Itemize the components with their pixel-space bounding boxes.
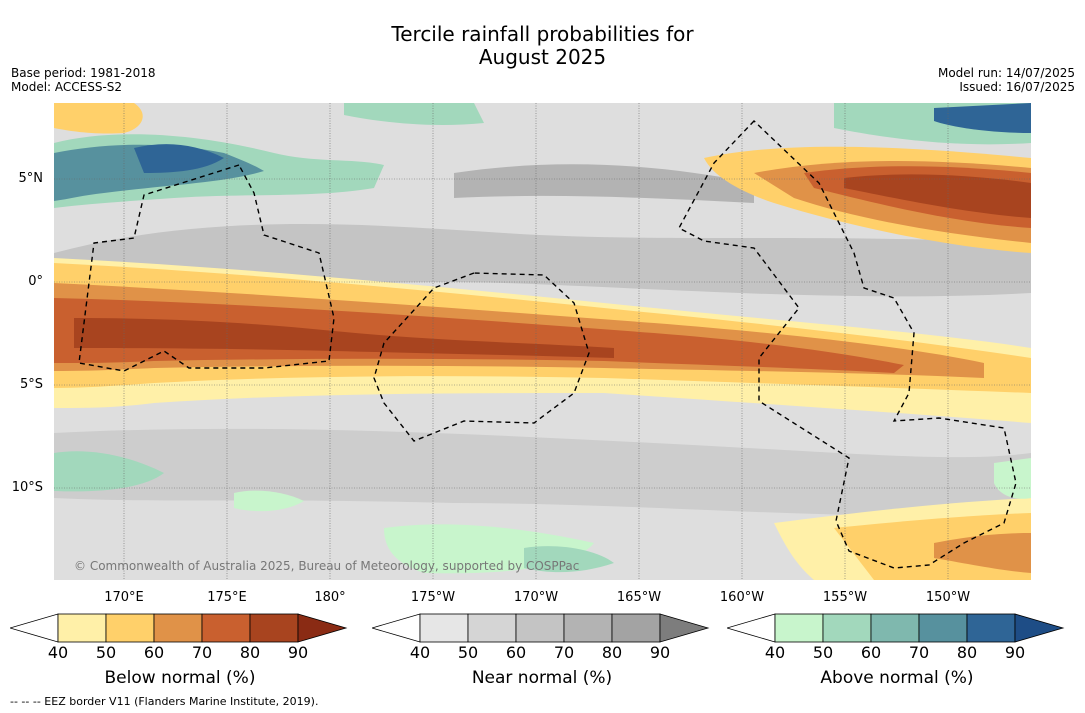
colorbar-tick-label: 50: [457, 643, 479, 662]
eez-border-east: [678, 120, 1017, 569]
colorbar-low-extension: [372, 613, 421, 643]
colorbar-segment: [822, 613, 872, 643]
colorbar-below-normal: [10, 613, 348, 643]
colorbar-tick-label: 90: [649, 643, 671, 662]
colorbar-above-normal-label: Above normal (%): [820, 668, 974, 688]
below-normal-band-max: [74, 318, 614, 358]
colorbar-tick-label: 90: [287, 643, 309, 662]
lon-label-160w: 160°W: [719, 590, 765, 605]
model-run: Model run: 14/07/2025: [937, 66, 1075, 80]
map-title-line2: August 2025: [478, 45, 607, 69]
colorbar-tick-label: 40: [409, 643, 431, 662]
colorbar-segment: [774, 613, 824, 643]
above-normal-zone-north-central: [344, 103, 484, 126]
eez-border-central: [373, 272, 590, 442]
colorbar-low-extension: [10, 613, 59, 643]
colorbar-low-extension: [727, 613, 776, 643]
lon-label-175e: 175°E: [207, 590, 247, 605]
colorbar-tick-label: 40: [47, 643, 69, 662]
above-normal-zone-south-central-core: [524, 546, 614, 573]
lon-label-150w: 150°W: [925, 590, 971, 605]
colorbar-segment: [870, 613, 920, 643]
below-normal-band-deep: [54, 298, 904, 373]
near-normal-zone-south: [54, 428, 1031, 516]
lat-label-10s: 10°S: [11, 480, 43, 495]
colorbar-high-extension: [1014, 613, 1065, 643]
colorbar-tick-label: 90: [1004, 643, 1026, 662]
copyright-notice: © Commonwealth of Australia 2025, Bureau…: [74, 559, 579, 573]
colorbar-tick-label: 60: [505, 643, 527, 662]
colorbar-segment: [419, 613, 469, 643]
lon-label-155w: 155°W: [822, 590, 868, 605]
colorbar-segment: [563, 613, 613, 643]
colorbar-tick-label: 70: [908, 643, 930, 662]
lon-label-165w: 165°W: [616, 590, 662, 605]
eez-borders: [78, 120, 1017, 569]
lon-label-170e: 170°E: [104, 590, 144, 605]
colorbar-near-normal: [372, 613, 710, 643]
lon-label-180: 180°: [314, 590, 346, 605]
eez-border-west: [78, 164, 335, 372]
colorbar-tick-label: 60: [860, 643, 882, 662]
colorbar-tick-label: 60: [143, 643, 165, 662]
colorbar-segment: [105, 613, 155, 643]
colorbar-segment: [918, 613, 968, 643]
below-normal-zone-northwest: [54, 103, 143, 134]
colorbar-high-extension: [659, 613, 710, 643]
above-normal-zone-east: [994, 458, 1031, 499]
colorbar-segment: [57, 613, 107, 643]
lat-label-0: 0°: [28, 274, 43, 289]
lat-label-5n: 5°N: [18, 171, 44, 186]
issued-date: Issued: 16/07/2025: [959, 80, 1075, 94]
above-normal-zone-west-peak: [134, 144, 224, 173]
colorbar-tick-label: 40: [764, 643, 786, 662]
lon-label-170w: 170°W: [513, 590, 559, 605]
above-normal-zone-southwest: [54, 451, 164, 492]
colorbar-tick-label: 50: [95, 643, 117, 662]
colorbar-near-normal-label: Near normal (%): [471, 668, 613, 688]
above-normal-zone-northeast-core: [934, 103, 1031, 133]
colorbar-segment: [201, 613, 251, 643]
rainfall-probability-map: © Commonwealth of Australia 2025, Bureau…: [54, 103, 1031, 580]
below-normal-zone-southeast-strong: [934, 533, 1031, 573]
below-normal-zone-northeast-max: [844, 174, 1031, 218]
colorbar-segment: [153, 613, 203, 643]
colorbar-tick-label: 50: [812, 643, 834, 662]
colorbar-tick-label: 80: [956, 643, 978, 662]
lon-label-175w: 175°W: [410, 590, 456, 605]
lat-label-5s: 5°S: [19, 377, 43, 392]
grid-lines: [54, 103, 1031, 580]
base-period: Base period: 1981-2018: [11, 66, 156, 80]
above-normal-zone-south: [234, 490, 304, 512]
eez-border-footnote: -- -- -- EEZ border V11 (Flanders Marine…: [10, 695, 319, 708]
map-title-line1: Tercile rainfall probabilities for: [391, 22, 694, 46]
model-name: Model: ACCESS-S2: [11, 80, 123, 94]
colorbar-tick-label: 70: [553, 643, 575, 662]
colorbar-tick-label: 70: [191, 643, 213, 662]
near-normal-zone-north-core: [454, 164, 754, 203]
colorbar-segment: [515, 613, 565, 643]
colorbar-tick-label: 80: [601, 643, 623, 662]
colorbar-segment: [611, 613, 661, 643]
colorbar-segment: [966, 613, 1016, 643]
colorbar-tick-label: 80: [239, 643, 261, 662]
colorbar-below-normal-label: Below normal (%): [104, 668, 256, 688]
colorbar-above-normal: [727, 613, 1065, 643]
colorbar-high-extension: [297, 613, 348, 643]
colorbar-segment: [249, 613, 299, 643]
colorbar-segment: [467, 613, 517, 643]
